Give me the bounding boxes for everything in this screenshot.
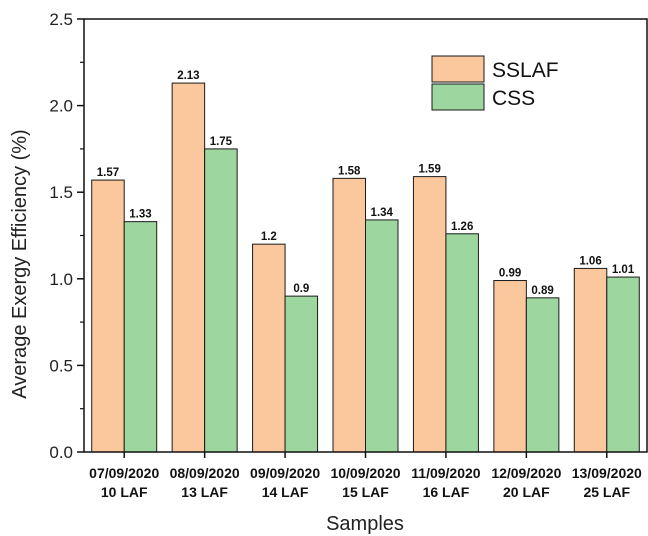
x-tick-label: 10/09/2020 xyxy=(330,465,400,481)
y-tick-label: 2.5 xyxy=(49,10,73,29)
bar-sslaf-7 xyxy=(573,267,608,453)
bar-sslaf-5 xyxy=(412,176,447,453)
x-tick-label: 14 LAF xyxy=(262,484,309,500)
x-tick-label: 08/09/2020 xyxy=(170,465,240,481)
y-axis-title: Average Exergy Efficiency (%) xyxy=(9,129,31,398)
bar-css-4 xyxy=(365,219,399,453)
bar-css-5 xyxy=(445,233,479,453)
x-tick-label: 13 LAF xyxy=(181,484,228,500)
y-tick-label: 0.5 xyxy=(49,356,73,375)
x-tick-label: 16 LAF xyxy=(423,484,470,500)
data-label-css-5: 1.26 xyxy=(451,221,473,233)
bar-sslaf-4 xyxy=(332,177,366,453)
data-label-sslaf-3: 1.2 xyxy=(261,231,277,243)
legend: SSLAF CSS xyxy=(431,55,559,111)
data-label-css-7: 1.01 xyxy=(612,264,635,276)
data-label-sslaf-2: 2.13 xyxy=(177,70,199,82)
x-tick-label: 25 LAF xyxy=(583,484,630,500)
data-label-sslaf-4: 1.58 xyxy=(338,165,361,177)
data-labels: 1.57 1.33 2.13 1.75 1.2 0.9 1.58 1.34 1.59 1.26 0.… xyxy=(97,70,635,297)
x-tick-label: 13/09/2020 xyxy=(572,465,642,481)
data-label-sslaf-6: 0.99 xyxy=(499,268,521,280)
legend-swatch-sslaf xyxy=(431,55,485,83)
data-label-sslaf-5: 1.59 xyxy=(418,164,440,176)
x-tick-label: 12/09/2020 xyxy=(491,465,561,481)
legend-label-css: CSS xyxy=(492,87,535,110)
bar-css-2 xyxy=(204,148,238,453)
data-label-css-6: 0.89 xyxy=(531,285,553,297)
x-tick-label: 10 LAF xyxy=(101,484,148,500)
bars xyxy=(91,82,640,453)
x-axis-title: Samples xyxy=(326,513,404,535)
bar-css-1 xyxy=(123,221,158,453)
data-label-css-2: 1.75 xyxy=(210,136,233,148)
legend-label-sslaf: SSLAF xyxy=(492,59,559,82)
y-tick-label: 2.0 xyxy=(49,97,73,116)
y-tick-label: 1.5 xyxy=(49,183,73,202)
data-label-css-4: 1.34 xyxy=(371,207,394,219)
bar-sslaf-1 xyxy=(91,179,125,453)
data-label-sslaf-1: 1.57 xyxy=(97,167,119,179)
data-label-css-1: 1.33 xyxy=(129,209,151,221)
y-tick-label: 1.0 xyxy=(49,270,73,289)
x-tick-label: 09/09/2020 xyxy=(250,465,320,481)
bar-css-6 xyxy=(525,297,560,453)
bar-sslaf-3 xyxy=(252,243,286,453)
bar-css-3 xyxy=(284,295,319,453)
bar-css-7 xyxy=(606,276,640,453)
x-tick-label: 15 LAF xyxy=(342,484,389,500)
x-tick-label: 11/09/2020 xyxy=(411,465,481,481)
bar-sslaf-2 xyxy=(171,82,206,453)
y-tick-label: 0.0 xyxy=(49,443,73,462)
bar-sslaf-6 xyxy=(493,280,527,453)
legend-swatch-css xyxy=(431,83,485,111)
x-tick-label: 20 LAF xyxy=(503,484,550,500)
data-label-sslaf-7: 1.06 xyxy=(579,255,601,267)
x-tick-label: 07/09/2020 xyxy=(89,465,159,481)
axes: 07/09/2020 10 LAF 08/09/2020 13 LAF 09/09/20… xyxy=(49,10,648,500)
data-label-css-3: 0.9 xyxy=(293,283,309,295)
